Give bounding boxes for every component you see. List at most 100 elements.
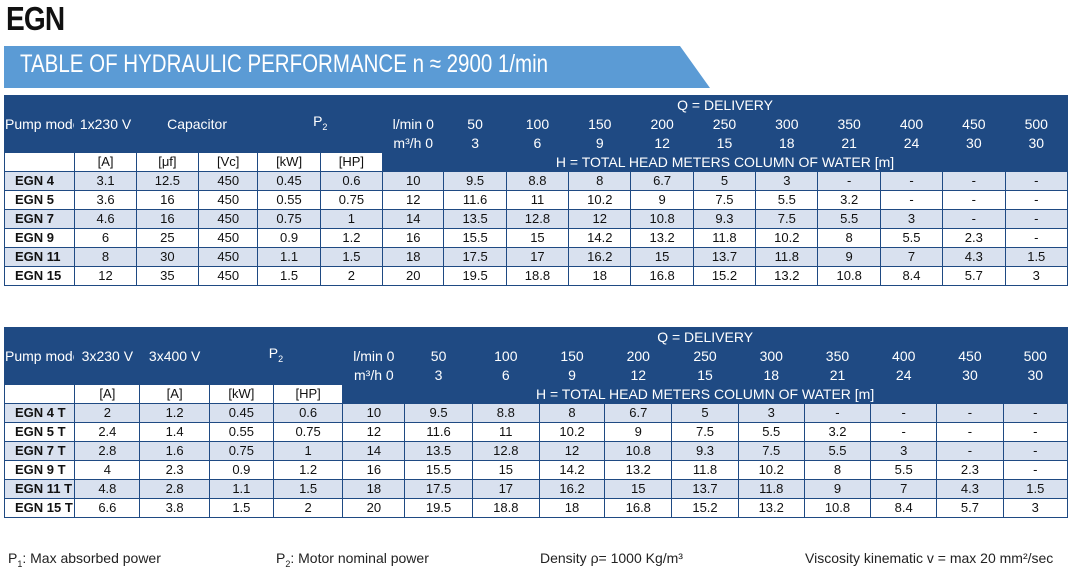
footnote-viscosity: Viscosity kinematic v = max 20 mm²/sec [805,550,1054,566]
spec-cell: 450 [198,247,259,267]
m3h-value: 6 [471,365,540,385]
head-cell: 3.2 [803,422,872,442]
spec-cell: 1.6 [139,441,210,461]
head-cell: 11.8 [755,247,819,267]
head-cell: 16.8 [604,498,673,518]
spec-cell: 35 [135,266,200,286]
table-row: EGN 5 T 2.4 1.4 0.55 0.75 12 11.6 11 10.2 9 7.5 5.5… [3,422,1069,442]
head-cell: 5.5 [870,460,938,480]
lmin-value: 150 [538,346,606,366]
head-cell: 5.5 [879,228,944,248]
head-cell: - [942,171,1006,191]
voltage-header: 1x230 V [74,95,137,153]
spec-cell: 4 [74,460,141,480]
lmin-value: 450 [936,346,1004,366]
unit-label: [A] [74,384,141,404]
spec-cell: 0.55 [208,422,274,442]
spec-cell: 2.8 [74,441,141,461]
spec-cell: 1.1 [208,479,274,499]
voltage-230-header: 3x230 V [74,327,141,385]
head-cell: 8 [817,228,881,248]
head-cell: 10.8 [803,498,872,518]
m3h-label: m³/h 0 [342,365,406,385]
spec-cell: 450 [198,266,259,286]
m3h-value: 12 [604,365,673,385]
spec-cell: 3.1 [74,171,137,191]
head-cell: 1.5 [1002,479,1069,499]
table-row: EGN 11 T 4.8 2.8 1.1 1.5 18 17.5 17 16.2 15 13.7 11… [3,479,1069,499]
head-cell: - [942,209,1006,229]
pump-model-cell: EGN 5 T [3,422,76,442]
unit-label: [HP] [272,384,344,404]
head-cell: 14 [342,441,406,461]
head-cell: 10 [342,403,406,423]
head-cell: 14.2 [538,460,606,480]
head-cell: 18 [538,498,606,518]
head-cell: 13.5 [404,441,473,461]
head-cell: 4.3 [936,479,1004,499]
head-cell: 14 [382,209,445,229]
table-subtitle: TABLE OF HYDRAULIC PERFORMANCE n ≈ 2900 … [20,50,549,78]
head-cell: 3 [737,403,805,423]
head-cell: - [817,171,881,191]
table-row: EGN 5 3.6 16 450 0.55 0.75 12 11.6 11 10.2 9 7.5 5.5… [3,190,1069,210]
pump-model-header: Pump model [3,327,76,385]
head-cell: 8.4 [870,498,938,518]
m3h-value: 24 [870,365,938,385]
head-cell: 18 [382,247,445,267]
p2-header: P2 [257,95,384,153]
table-row: EGN 4 T 2 1.2 0.45 0.6 10 9.5 8.8 8 6.7 5 3- - - - [3,403,1069,423]
table-row: EGN 9 6 25 450 0.9 1.2 16 15.5 15 14.2 13.2 11.8 10.… [3,228,1069,248]
head-cell: - [870,403,938,423]
head-cell: 9.3 [671,441,739,461]
pump-model-cell: EGN 7 T [3,441,76,461]
spec-cell: 450 [198,171,259,191]
spec-cell: 2 [272,498,344,518]
spec-cell: 4.8 [74,479,141,499]
head-cell: 15 [471,460,540,480]
spec-cell: 1 [319,209,384,229]
pump-model-cell: EGN 7 [3,209,76,229]
m3h-value: 12 [630,133,694,153]
head-cell: 6.7 [604,403,673,423]
spec-cell: 1.2 [319,228,384,248]
head-cell: 14.2 [568,228,632,248]
m3h-value: 21 [803,365,872,385]
head-cell: - [803,403,872,423]
head-cell: 5.7 [936,498,1004,518]
head-cell: - [1004,190,1069,210]
head-cell: 5.5 [817,209,881,229]
spec-cell: 0.75 [272,422,344,442]
table-row: EGN 11 8 30 450 1.1 1.5 18 17.5 17 16.2 15 13.7 11.8… [3,247,1069,267]
lmin-value: 400 [879,114,944,134]
head-cell: 20 [382,266,445,286]
voltage-400-header: 3x400 V [139,327,210,385]
head-cell: 16.2 [568,247,632,267]
head-cell: 13.2 [604,460,673,480]
head-cell: 18 [568,266,632,286]
head-cell: 5 [671,403,739,423]
head-cell: 9 [817,247,881,267]
head-cell: 13.2 [737,498,805,518]
head-cell: 4.3 [942,247,1006,267]
head-cell: 16 [382,228,445,248]
head-cell: - [870,422,938,442]
lmin-value: 150 [568,114,632,134]
m3h-value: 30 [936,365,1004,385]
spec-cell: 3.6 [74,190,137,210]
spec-cell: 0.9 [208,460,274,480]
head-cell: 9.5 [404,403,473,423]
head-cell: - [1002,422,1069,442]
head-cell: 13.7 [692,247,757,267]
pump-model-cell: EGN 4 [3,171,76,191]
head-cell: 3 [755,171,819,191]
head-cell: 3 [870,441,938,461]
unit-label: [kW] [208,384,274,404]
pump-model-cell: EGN 9 [3,228,76,248]
head-cell: 9.3 [692,209,757,229]
head-cell: 3.2 [817,190,881,210]
head-cell: 17 [471,479,540,499]
head-cell: 10.8 [817,266,881,286]
lmin-value: 50 [404,346,473,366]
head-cell: 15.5 [404,460,473,480]
